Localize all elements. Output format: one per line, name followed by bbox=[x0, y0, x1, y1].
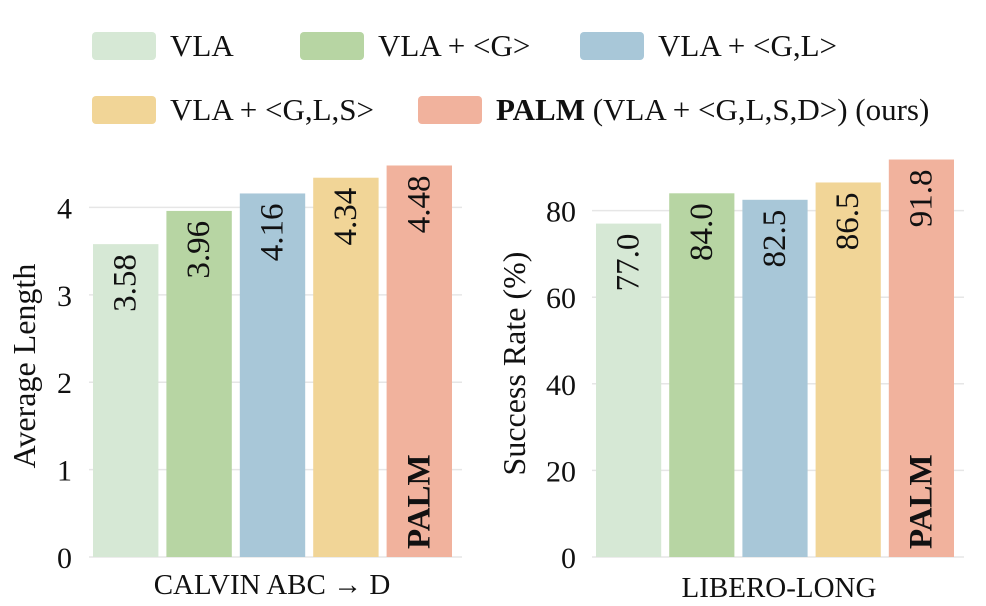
legend-label-vla-gls: VLA + <G,L,S> bbox=[170, 92, 375, 127]
data-label: 77.0 bbox=[611, 234, 647, 292]
data-label: 91.8 bbox=[903, 170, 939, 228]
y-tick-label: 60 bbox=[546, 282, 576, 315]
x-axis-label: LIBERO-LONG bbox=[682, 572, 877, 604]
bar-annotation: PALM bbox=[903, 454, 939, 549]
legend-item-vla-gls: VLA + <G,L,S> bbox=[92, 90, 374, 130]
legend-item-vla: VLA bbox=[92, 26, 234, 66]
y-axis-label: Average Length bbox=[6, 264, 42, 469]
legend-label-vla-g: VLA + <G> bbox=[378, 28, 531, 63]
legend-swatch-vla bbox=[92, 32, 156, 60]
bar bbox=[166, 210, 232, 558]
data-label: 82.5 bbox=[757, 210, 793, 268]
y-tick-label: 80 bbox=[546, 196, 576, 229]
y-tick-label: 0 bbox=[57, 542, 72, 575]
bar bbox=[742, 199, 808, 558]
data-label: 84.0 bbox=[684, 203, 720, 261]
chart-libero: 0 20 40 60 80 77.0 84.0 82.5 86.5 91.8 PALM Success… bbox=[496, 159, 964, 604]
data-label: 4.16 bbox=[255, 203, 291, 261]
legend-label-palm-rest: (VLA + <G,L,S,D>) (ours) bbox=[584, 92, 930, 127]
legend-label-palm-bold: PALM bbox=[496, 92, 585, 127]
bar bbox=[669, 193, 735, 558]
y-tick-label: 20 bbox=[546, 455, 576, 488]
y-tick-label: 3 bbox=[57, 280, 72, 313]
data-label: 3.58 bbox=[108, 254, 144, 312]
bar bbox=[239, 193, 306, 557]
bar bbox=[313, 177, 379, 557]
legend-swatch-vla-gls bbox=[92, 96, 156, 124]
bar bbox=[93, 244, 159, 557]
x-axis-label: CALVIN ABC → D bbox=[154, 569, 391, 601]
legend-swatch-palm bbox=[418, 96, 482, 124]
bar bbox=[596, 223, 662, 557]
data-label: 3.96 bbox=[181, 221, 217, 279]
legend-item-vla-gl: VLA + <G,L> bbox=[580, 26, 837, 66]
bar bbox=[815, 182, 881, 558]
y-tick-label: 1 bbox=[57, 455, 72, 488]
data-label: 86.5 bbox=[830, 192, 866, 250]
y-tick-label: 40 bbox=[546, 369, 576, 402]
legend-label-vla-gl: VLA + <G,L> bbox=[658, 28, 838, 63]
legend: VLA VLA + <G> VLA + <G,L> VLA + <G,L,S> … bbox=[0, 0, 986, 140]
legend-item-palm: PALM (VLA + <G,L,S,D>) (ours) bbox=[418, 90, 929, 130]
legend-label-palm: PALM (VLA + <G,L,S,D>) (ours) bbox=[496, 92, 929, 128]
legend-label-vla: VLA bbox=[170, 28, 234, 63]
legend-swatch-vla-gl bbox=[580, 32, 644, 60]
chart-calvin: 0 1 2 3 4 3.58 3.96 4.16 4.34 4.48 PALM Average Len… bbox=[6, 165, 462, 601]
legend-swatch-vla-g bbox=[300, 32, 364, 60]
y-tick-label: 4 bbox=[57, 192, 72, 225]
y-axis-label: Success Rate (%) bbox=[496, 252, 532, 476]
data-label: 4.48 bbox=[401, 175, 437, 233]
y-tick-label: 0 bbox=[561, 542, 576, 575]
y-tick-label: 2 bbox=[57, 367, 72, 400]
bar bbox=[386, 165, 452, 558]
legend-item-vla-g: VLA + <G> bbox=[300, 26, 530, 66]
bar bbox=[888, 159, 954, 558]
bar-annotation: PALM bbox=[401, 454, 437, 549]
data-label: 4.34 bbox=[328, 188, 364, 246]
